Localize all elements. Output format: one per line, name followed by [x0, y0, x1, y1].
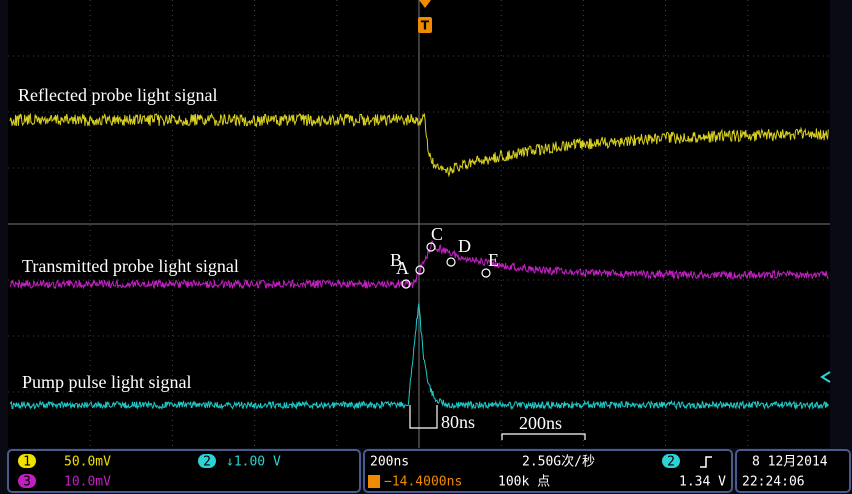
trace-label: Reflected probe light signal — [18, 85, 217, 105]
sample-rate: 2.50G次/秒 — [522, 454, 595, 470]
trace-label: Pump pulse light signal — [22, 372, 192, 392]
trigger-source[interactable]: 2 — [667, 455, 675, 470]
ch2-scale[interactable]: ↓1.00 V — [226, 455, 281, 470]
time: 22:24:06 — [742, 475, 805, 490]
ch2-number[interactable]: 2 — [203, 455, 211, 470]
pulse-width-label: 80ns — [441, 412, 475, 432]
trigger-level[interactable]: 1.34 V — [679, 475, 726, 490]
point-label: C — [431, 224, 443, 244]
point-label: E — [488, 250, 499, 270]
oscilloscope-screen: T Reflected probe light signal Transmitt… — [0, 0, 852, 494]
trigger-offset-icon — [368, 475, 380, 488]
status-bar: 1 50.0mV 3 10.0mV 2 ↓1.00 V 200ns 2.50G次… — [8, 450, 850, 492]
point-label: D — [458, 236, 471, 256]
trace-label: Transmitted probe light signal — [22, 256, 239, 276]
ch1-scale[interactable]: 50.0mV — [64, 455, 111, 470]
ch1-number[interactable]: 1 — [23, 455, 31, 470]
scale-bar-label: 200ns — [519, 413, 562, 433]
ch3-scale[interactable]: 10.0mV — [64, 475, 111, 490]
record-length[interactable]: 100k 点 — [498, 475, 550, 490]
trigger-marker: T — [421, 19, 430, 33]
trigger-offset[interactable]: −14.4000ns — [384, 475, 462, 490]
date: 8 12月2014 — [752, 455, 828, 470]
channel-panel — [8, 450, 360, 492]
point-label: B — [390, 250, 402, 270]
ch3-number[interactable]: 3 — [23, 475, 31, 490]
timebase[interactable]: 200ns — [370, 455, 409, 470]
